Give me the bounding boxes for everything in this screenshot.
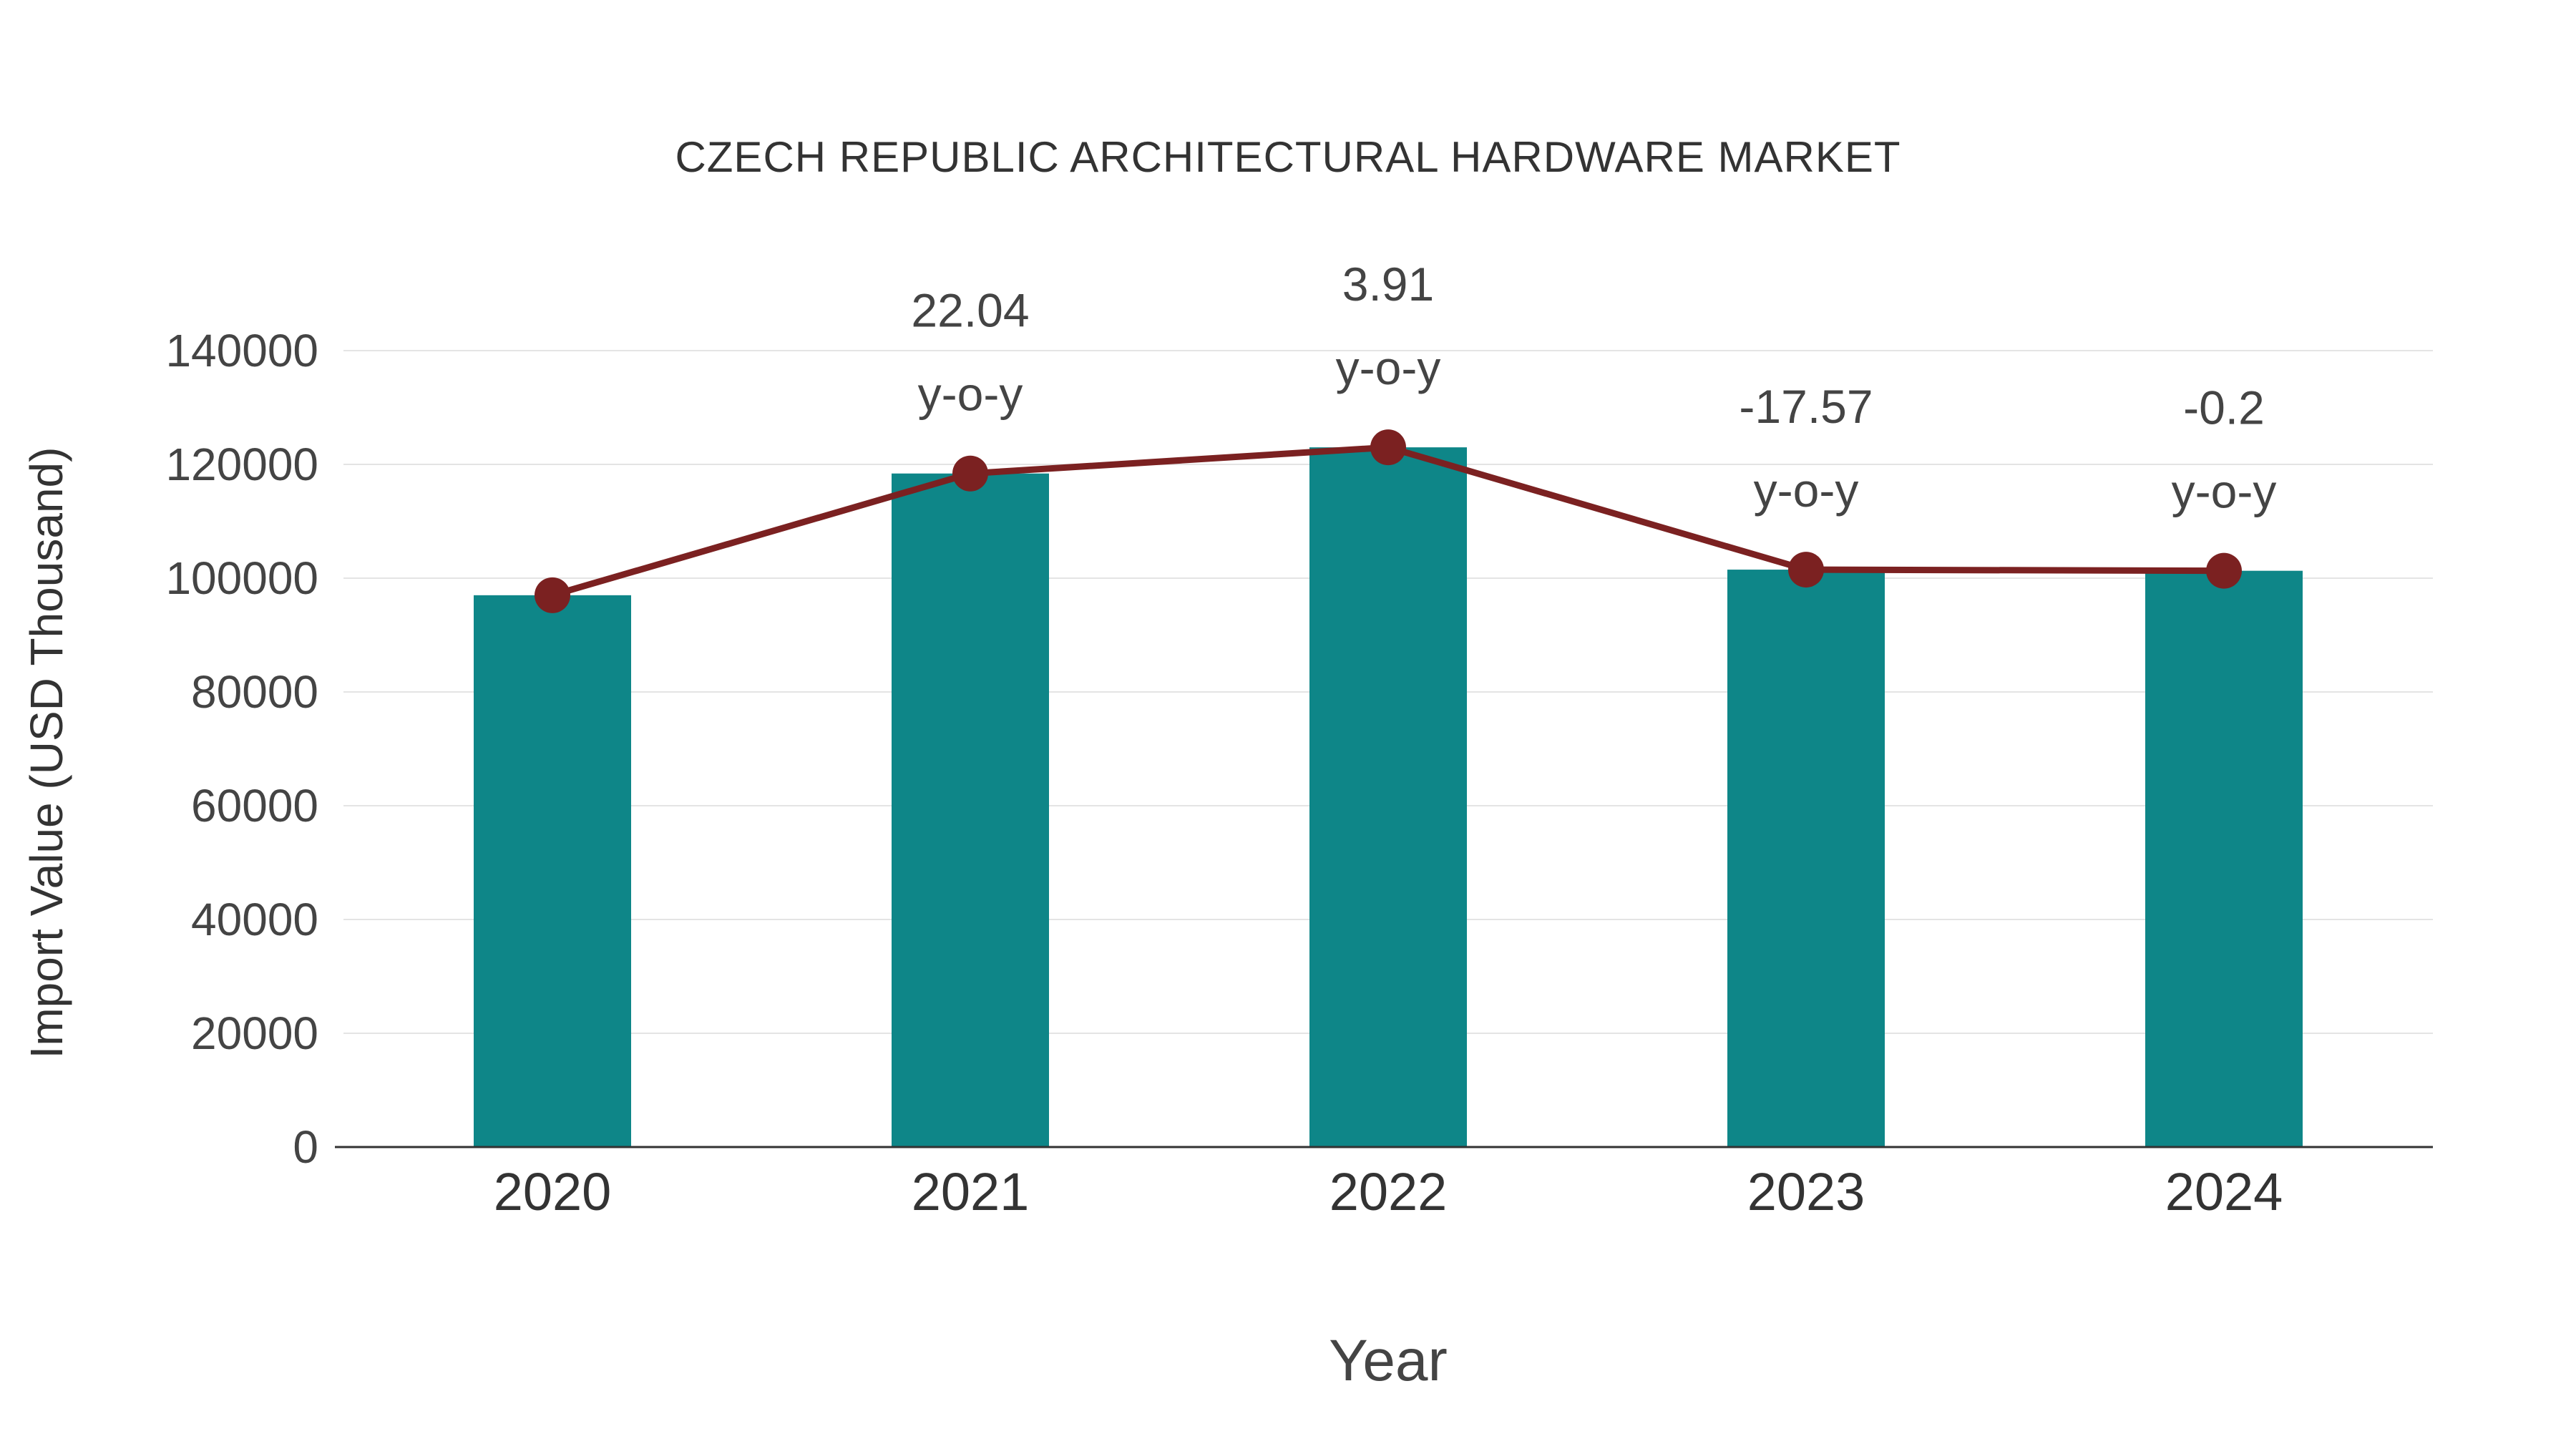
- bar-2021: [892, 473, 1049, 1147]
- y-tick-label: 20000: [191, 1008, 318, 1059]
- annotation-suffix: y-o-y: [2172, 465, 2277, 518]
- annotation-suffix: y-o-y: [1754, 464, 1859, 517]
- bar-2024: [2145, 570, 2303, 1147]
- y-tick-label: 60000: [191, 780, 318, 831]
- x-axis-title: Year: [1329, 1328, 1448, 1393]
- y-tick-label: 40000: [191, 894, 318, 945]
- bar-2022: [1309, 447, 1467, 1147]
- trend-marker-2020: [535, 577, 570, 613]
- trend-marker-2022: [1370, 429, 1406, 466]
- chart-title: CZECH REPUBLIC ARCHITECTURAL HARDWARE MA…: [675, 133, 1901, 181]
- x-tick-label: 2022: [1330, 1162, 1448, 1221]
- x-tick-label: 2024: [2165, 1162, 2283, 1221]
- trend-marker-2024: [2206, 552, 2242, 589]
- trend-marker-2021: [952, 455, 988, 492]
- annotation-value: -17.57: [1739, 380, 1873, 433]
- y-tick-label: 120000: [165, 439, 318, 490]
- trend-marker-2023: [1788, 552, 1824, 588]
- annotation-value: 22.04: [911, 284, 1029, 337]
- bar-2023: [1727, 570, 1885, 1147]
- annotation-value: 3.91: [1342, 258, 1434, 311]
- x-tick-label: 2020: [494, 1162, 612, 1221]
- annotation-suffix: y-o-y: [918, 368, 1023, 421]
- y-tick-label: 100000: [165, 552, 318, 604]
- x-tick-label: 2023: [1747, 1162, 1865, 1221]
- annotation-suffix: y-o-y: [1336, 341, 1441, 394]
- y-tick-label: 0: [293, 1121, 318, 1173]
- x-tick-label: 2021: [912, 1162, 1030, 1221]
- y-tick-label: 140000: [165, 325, 318, 376]
- annotation-value: -0.2: [2183, 381, 2265, 434]
- y-tick-label: 80000: [191, 666, 318, 718]
- bar-2020: [474, 595, 631, 1147]
